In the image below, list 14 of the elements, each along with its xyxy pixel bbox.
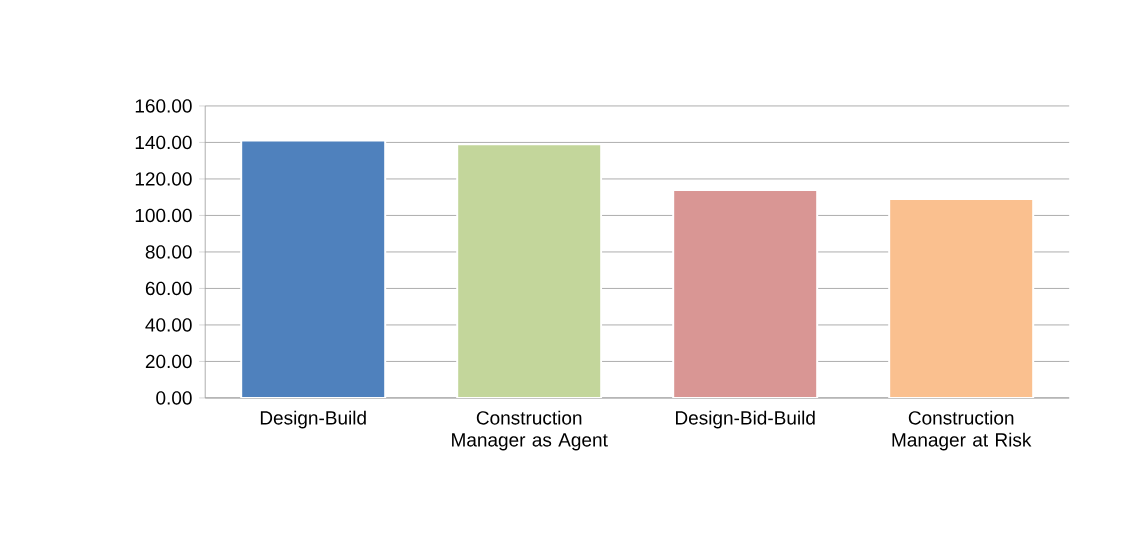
x-tick-label: Construction Manager at Risk <box>892 410 1032 451</box>
y-tick-label: 100.00 <box>135 208 192 223</box>
y-tick-label: 40.00 <box>145 318 192 332</box>
x-tick-label: Design-Bid-Build <box>676 410 815 429</box>
y-tick-label: 120.00 <box>135 172 192 186</box>
y-tick-label: 60.00 <box>145 281 192 296</box>
y-tick-label: 80.00 <box>145 245 192 259</box>
y-tick-label: 20.00 <box>145 354 192 369</box>
y-tick-label: 160.00 <box>135 99 192 113</box>
x-tick-label: Design-Build <box>260 410 366 429</box>
y-tick-label: 0.00 <box>156 391 192 405</box>
y-tick-label: 140.00 <box>135 135 192 150</box>
bar <box>456 143 603 398</box>
x-tick-label: Construction Manager as Agent <box>452 410 608 451</box>
